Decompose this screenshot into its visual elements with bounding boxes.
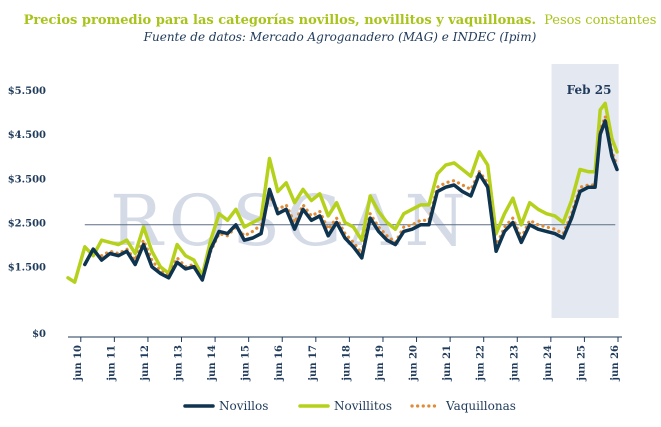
- x-tick-label: jun 22: [476, 345, 487, 382]
- y-tick-label: $1.500: [8, 263, 46, 274]
- series-line-novillos: [83, 119, 619, 282]
- x-tick-label: jun 17: [308, 345, 319, 382]
- y-tick-label: $4.500: [8, 130, 46, 141]
- chart-title: Precios promedio para las categorías nov…: [24, 13, 657, 28]
- x-tick-label: jun 26: [610, 345, 621, 382]
- x-tick-label: jun 14: [207, 345, 218, 382]
- x-tick-label: jun 19: [375, 345, 386, 382]
- watermark-logo-text: ROSGAN: [110, 180, 472, 262]
- chart-subtitle: Fuente de datos: Mercado Agroganadero (M…: [143, 30, 537, 44]
- series-line-novillitos: [66, 101, 619, 284]
- x-tick-label: jun 23: [509, 345, 520, 382]
- y-tick-label: $2.500: [8, 219, 46, 230]
- x-tick-label: jun 25: [576, 345, 587, 382]
- x-tick-label: jun 11: [106, 345, 117, 382]
- legend: Novillos Novillitos Vaquillonas: [183, 399, 516, 413]
- x-tick-label: jun 10: [73, 345, 84, 382]
- x-tick-label: jun 16: [274, 345, 285, 382]
- series-line-vaquillonas: [99, 114, 619, 282]
- legend-label: Vaquillonas: [445, 399, 516, 413]
- legend-label: Novillos: [219, 399, 268, 413]
- highlight-label: Feb 25: [567, 83, 612, 97]
- x-tick-label: jun 13: [174, 345, 185, 382]
- chart-title-main: Precios promedio para las categorías nov…: [24, 13, 536, 28]
- x-tick-label: jun 15: [241, 345, 252, 382]
- x-tick-label: jun 12: [140, 345, 151, 382]
- x-tick-label: jun 24: [543, 345, 554, 382]
- x-tick-label: jun 21: [442, 345, 453, 382]
- y-tick-label: $0: [32, 329, 46, 340]
- chart-title-suffix: Pesos constantes: [544, 13, 656, 28]
- y-tick-label: $3.500: [8, 174, 46, 185]
- x-tick-label: jun 18: [341, 345, 352, 382]
- highlight-band: [551, 64, 619, 318]
- axis-layer: $0 $1.500 $2.500 $3.500 $4.500 $5.500 jun 10 ju…: [8, 86, 622, 382]
- y-tick-label: $5.500: [8, 86, 46, 97]
- series-layer: [66, 101, 619, 284]
- legend-label: Novillitos: [334, 399, 392, 413]
- x-tick-label: jun 20: [409, 345, 420, 382]
